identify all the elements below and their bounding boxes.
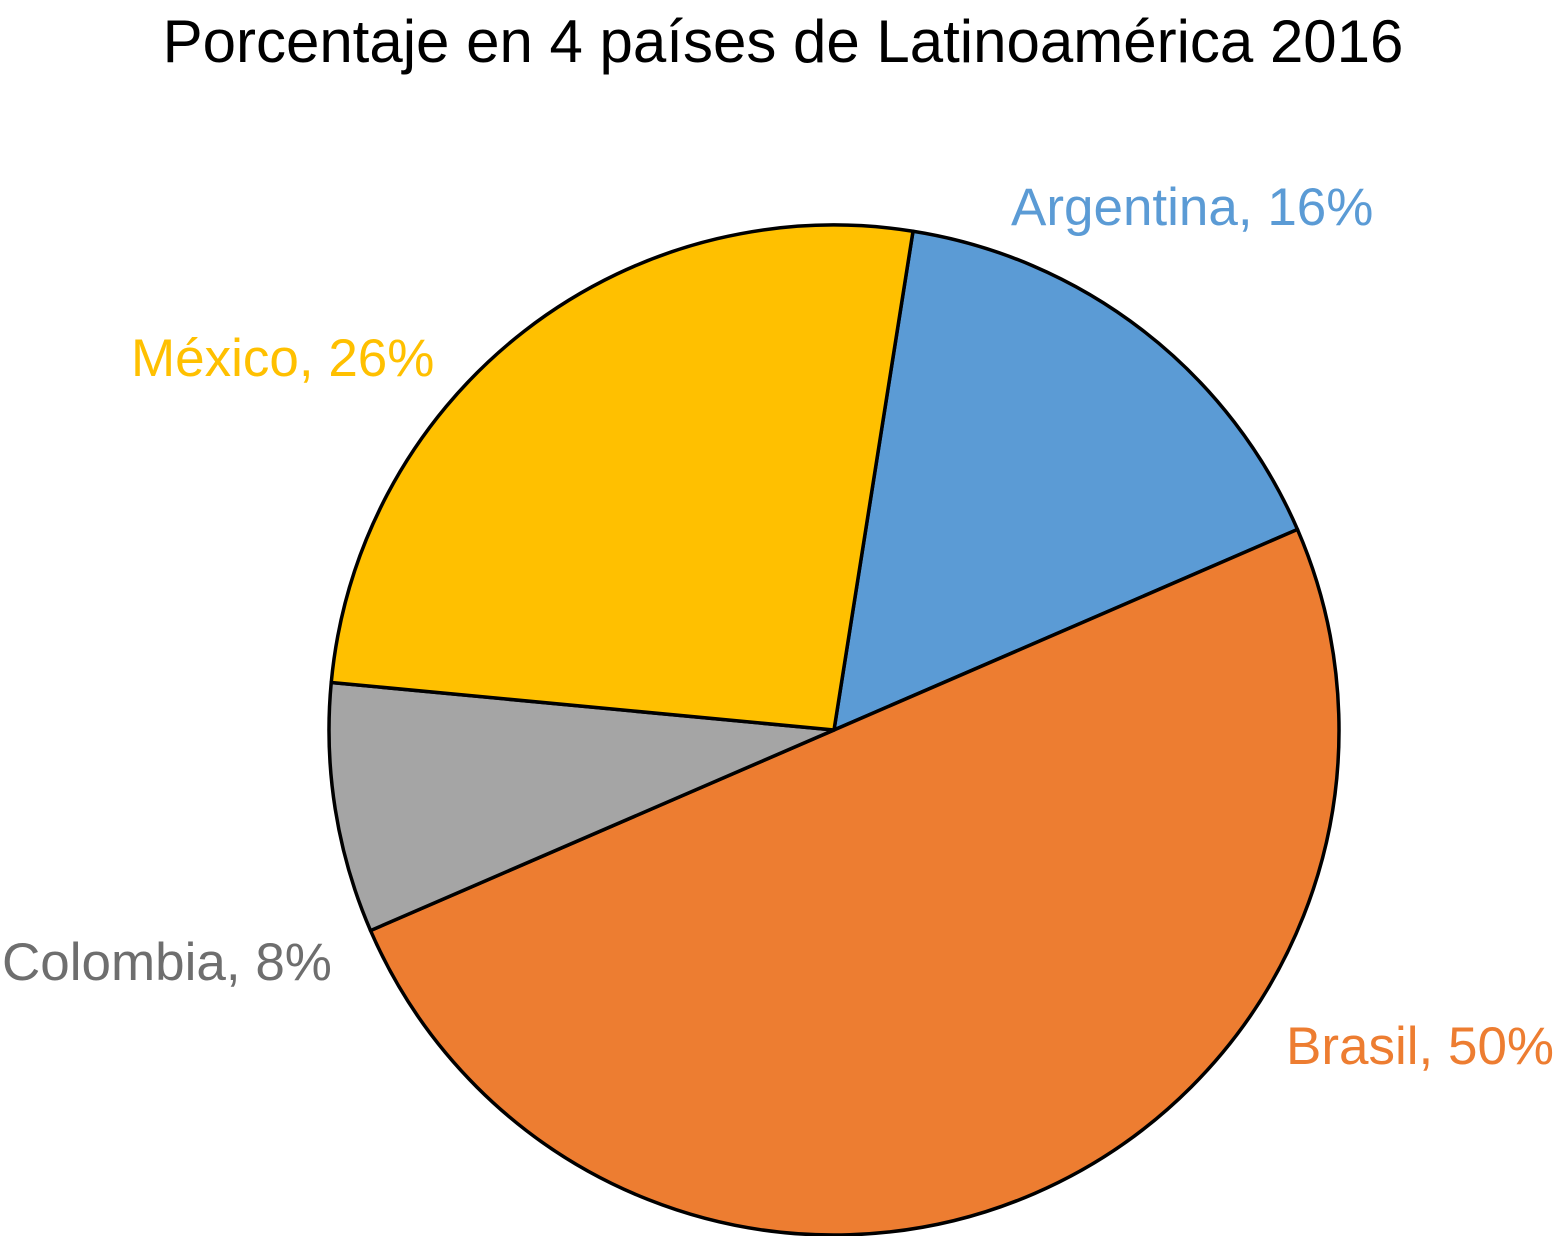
pie-slice-argentina <box>832 229 1300 732</box>
pie-slices <box>327 223 1341 1236</box>
data-label-argentina: Argentina, 16% <box>1011 178 1373 237</box>
pie-labels: Argentina, 16% Brasil, 50% Colombia, 8% Méx… <box>2 178 1554 1076</box>
pie-slice-colombia <box>327 680 836 933</box>
data-label-brasil: Brasil, 50% <box>1286 1017 1554 1076</box>
pie-slice-mexico <box>329 223 915 732</box>
pie-slice-brasil <box>368 527 1341 1236</box>
data-label-mexico: México, 26% <box>131 329 434 388</box>
data-label-colombia: Colombia, 8% <box>2 933 332 992</box>
chart-title: Porcentaje en 4 países de Latinoamérica … <box>163 8 1404 75</box>
